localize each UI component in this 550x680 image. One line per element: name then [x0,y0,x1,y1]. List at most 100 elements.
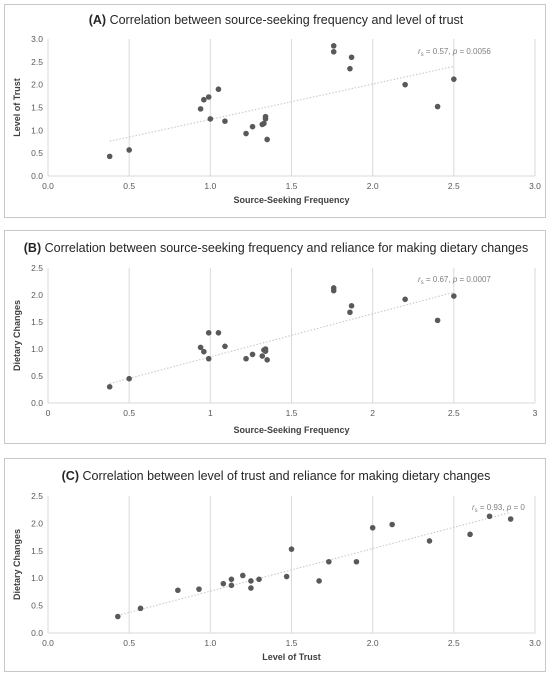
x-tick-label-c: 3.0 [529,638,541,648]
annotation-p-value: = 0 [511,503,525,512]
data-point-c [288,546,295,552]
annotation-p: p [452,275,458,284]
data-point-c [467,531,473,538]
chart-title-label: (A) [89,13,106,27]
data-point-a [197,106,204,112]
x-tick-label-a: 1.0 [204,181,216,191]
chart-title-text: Correlation between level of trust and r… [82,469,490,483]
data-point-a [451,76,457,82]
data-point-b [243,355,249,362]
data-point-c [326,558,332,565]
data-point-b [264,357,270,363]
y-tick-label-a: 1.5 [31,103,43,113]
chart-title-label: (C) [62,469,79,483]
data-point-c [389,521,395,528]
data-point-b [402,296,408,303]
data-point-a [106,153,113,160]
data-point-c [220,580,227,587]
data-point-c [115,613,121,620]
data-point-c [316,578,322,584]
data-point-a [207,116,214,122]
data-point-b [205,330,212,336]
y-tick-label-a: 1.0 [31,125,43,135]
data-point-a [243,130,249,137]
trendline-a [109,65,454,142]
chart-title-text: Correlation between source-seeking frequ… [45,241,529,255]
data-point-a [126,147,132,153]
x-tick-label-a: 1.5 [286,181,298,191]
trendline-c [117,511,511,616]
data-point-c [256,576,262,583]
annotation-r-sub: s [421,280,424,286]
y-tick-label-c: 2.5 [31,491,43,501]
correlation-annotation-a: rs = 0.57, p = 0.0056 [418,47,491,58]
data-point-a [347,65,353,72]
x-tick-label-b: 3 [533,408,538,418]
data-point-b [451,293,457,299]
y-tick-label-c: 0.0 [31,628,43,638]
y-axis-title-a: Level of Trust [12,78,22,137]
annotation-r-sub: s [421,52,424,58]
data-point-a [262,113,269,120]
data-point-a [215,86,222,93]
data-point-c [507,516,514,522]
data-point-b [201,348,207,355]
y-tick-label-c: 1.5 [31,546,43,556]
annotation-r: r [418,275,421,284]
data-point-b [259,353,266,359]
y-tick-label-b: 2.5 [31,263,43,273]
data-point-a [348,54,355,61]
data-point-b [330,285,337,291]
chart-title-b: (B) Correlation between source-seeking f… [24,241,528,255]
x-tick-label-b: 0.5 [123,408,135,418]
data-point-c [228,582,235,589]
chart-title-c: (C) Correlation between level of trust a… [62,469,491,483]
x-tick-label-a: 0.0 [42,181,54,191]
x-tick-label-b: 1 [208,408,213,418]
panel-c: (C) Correlation between level of trust a… [4,458,546,672]
data-point-c [137,605,144,612]
chart-title-a: (A) Correlation between source-seeking f… [89,13,464,27]
x-tick-label-a: 3.0 [529,181,541,191]
x-tick-label-c: 0.5 [123,638,135,648]
data-point-a [205,94,212,100]
data-point-c [353,558,360,565]
data-point-c [248,578,254,584]
data-point-c [283,573,290,580]
data-point-b [348,303,355,309]
data-point-c [248,585,254,591]
annotation-r: r [418,47,421,56]
data-point-b [126,375,132,382]
x-tick-label-c: 0.0 [42,638,54,648]
y-tick-label-a: 3.0 [31,34,43,44]
data-point-c [228,576,235,583]
y-tick-label-a: 0.0 [31,171,43,181]
x-tick-label-c: 2.0 [367,638,379,648]
y-tick-label-b: 2.0 [31,290,43,300]
data-point-b [249,351,256,358]
annotation-r-value: = 0.57, [424,47,453,56]
y-tick-label-c: 1.0 [31,573,43,583]
data-point-a [434,103,441,110]
y-axis-title-b: Dietary Changes [12,300,22,371]
panel-b: (B) Correlation between source-seeking f… [4,230,546,444]
y-tick-label-a: 2.5 [31,57,43,67]
annotation-p: p [506,503,512,512]
y-tick-label-b: 0.5 [31,371,43,381]
data-point-a [330,48,337,55]
data-point-b [215,330,222,336]
data-point-b [347,309,353,316]
panel-a: (A) Correlation between source-seeking f… [4,4,546,218]
data-point-a [264,136,270,143]
annotation-p-value: = 0.0056 [457,47,491,56]
annotation-r-value: = 0.93, [478,503,507,512]
y-tick-label-a: 2.0 [31,80,43,90]
annotation-r-sub: s [475,508,478,514]
data-point-a [261,120,267,127]
data-point-b [222,343,228,350]
y-tick-label-c: 2.0 [31,518,43,528]
x-tick-label-b: 1.5 [286,408,298,418]
data-point-c [240,572,246,579]
data-point-c [369,524,376,531]
